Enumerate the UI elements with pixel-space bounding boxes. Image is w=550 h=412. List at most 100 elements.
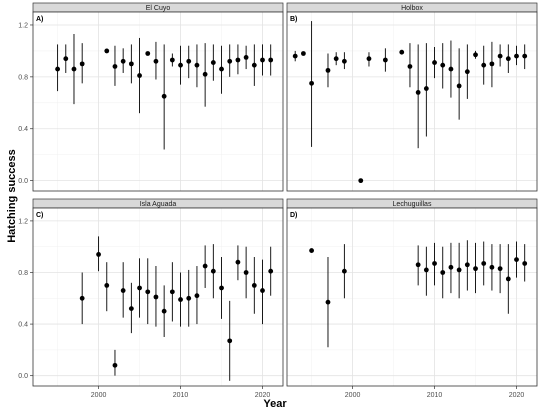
data-point: [358, 178, 364, 184]
panel-tag: C): [36, 212, 43, 219]
data-point: [120, 288, 126, 293]
data-point: [202, 263, 208, 269]
data-point: [243, 54, 249, 60]
data-point: [366, 56, 372, 62]
data-point: [169, 289, 175, 295]
y-tick-label: 0.4: [18, 322, 28, 329]
data-point: [325, 299, 331, 305]
x-tick-label: 2010: [427, 392, 443, 399]
x-tick-label: 2020: [509, 392, 525, 399]
data-point: [423, 86, 429, 91]
data-point: [473, 52, 478, 58]
data-point: [96, 252, 101, 257]
data-point: [260, 288, 265, 293]
data-point: [161, 93, 167, 99]
panel-isla-aguada: Isla Aguada C) 0.0 0.4 0.8 1.2 2000 2010 2020: [18, 198, 284, 399]
data-point: [251, 62, 257, 68]
data-point: [497, 266, 503, 272]
y-tick-label: 0.8: [18, 74, 28, 81]
data-point: [186, 295, 192, 301]
data-point: [104, 48, 110, 54]
data-point: [456, 83, 462, 89]
data-point: [243, 270, 249, 275]
panel-tag: A): [36, 16, 43, 23]
panel-holbox: Holbox B): [286, 2, 538, 192]
data-point: [481, 261, 487, 266]
data-point: [194, 62, 200, 68]
data-point: [464, 69, 470, 75]
data-point: [325, 67, 331, 73]
data-point: [505, 276, 511, 282]
y-tick-label: 0.0: [18, 373, 28, 380]
y-tick-label: 1.2: [18, 22, 28, 29]
data-point: [178, 297, 183, 302]
data-point: [407, 64, 413, 69]
data-point: [514, 53, 519, 59]
data-point: [423, 267, 429, 273]
panel-el-cuyo: El Cuyo A) 0.0 0.4 0.8 1.2: [18, 2, 284, 192]
panel-background: [287, 12, 537, 191]
panel-background: [287, 208, 537, 386]
data-point: [169, 57, 175, 63]
data-point: [219, 66, 224, 72]
data-point: [268, 268, 274, 274]
data-point: [128, 61, 134, 67]
data-point: [497, 53, 503, 59]
data-point: [63, 56, 69, 62]
data-point: [341, 58, 347, 64]
x-axis-title: Year: [263, 398, 287, 410]
data-point: [128, 306, 134, 312]
data-point: [178, 62, 183, 68]
data-point: [464, 262, 470, 268]
x-tick-label: 2000: [91, 392, 107, 399]
data-point: [268, 57, 274, 63]
y-tick-label: 0.8: [18, 270, 28, 277]
data-point: [473, 266, 478, 272]
data-point: [219, 285, 224, 291]
data-point: [522, 53, 528, 59]
data-point: [399, 49, 405, 55]
data-point: [227, 58, 233, 64]
x-tick-label: 2020: [255, 392, 271, 399]
data-point: [161, 308, 167, 314]
data-point: [432, 60, 437, 65]
data-point: [153, 58, 159, 64]
data-point: [210, 268, 216, 274]
y-tick-label: 0.4: [18, 126, 28, 133]
data-point: [153, 294, 159, 300]
panel-border: [286, 11, 538, 192]
data-point: [202, 71, 208, 77]
data-point: [186, 58, 192, 64]
panel-title: El Cuyo: [146, 5, 171, 12]
data-point: [341, 268, 347, 274]
data-point: [194, 293, 200, 299]
data-point: [251, 282, 257, 288]
panel-tag: D): [290, 212, 297, 219]
data-point: [448, 264, 454, 270]
data-point: [137, 73, 142, 78]
data-point: [489, 61, 495, 67]
data-point: [448, 66, 454, 72]
data-point: [235, 57, 241, 63]
data-point: [489, 264, 495, 270]
x-tick-label: 2010: [173, 392, 189, 399]
panel-border: [32, 11, 284, 192]
data-point: [210, 60, 216, 65]
y-tick-label: 1.2: [18, 218, 28, 225]
panel-title: Isla Aguada: [140, 201, 177, 208]
data-point: [145, 289, 151, 295]
data-point: [120, 58, 126, 64]
panel-tag: B): [290, 16, 297, 23]
data-point: [260, 57, 265, 63]
data-point: [415, 262, 421, 268]
data-point: [382, 57, 388, 63]
data-point: [309, 80, 314, 86]
data-point: [300, 51, 306, 56]
data-point: [227, 338, 233, 344]
data-point: [505, 56, 511, 62]
data-point: [309, 248, 314, 253]
data-point: [456, 267, 462, 273]
data-point: [481, 62, 487, 68]
y-tick-label: 0.0: [18, 178, 28, 185]
